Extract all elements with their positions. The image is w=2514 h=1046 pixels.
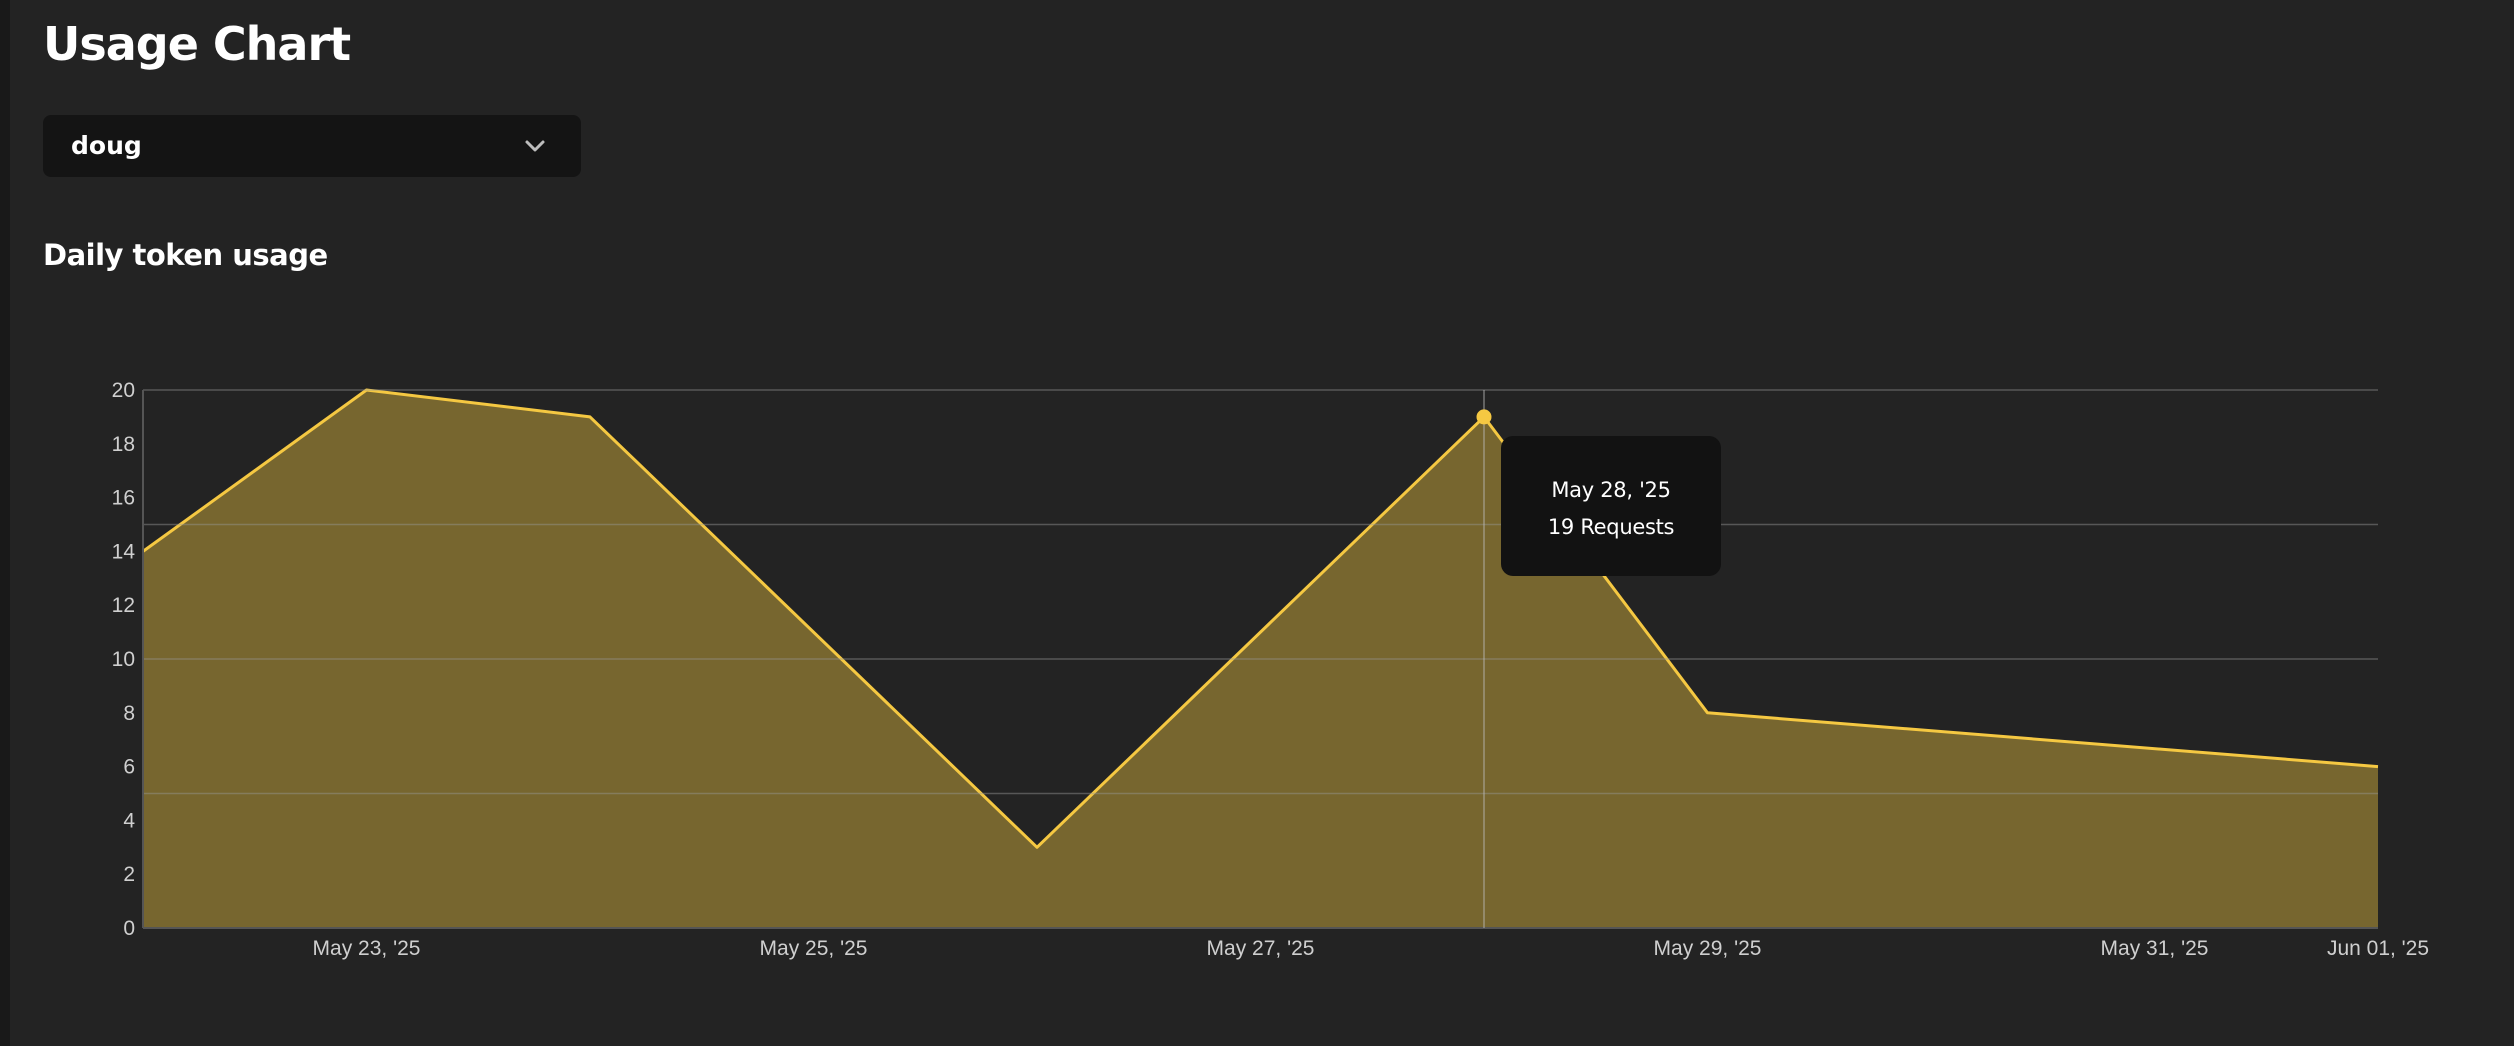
y-tick-label-6: 6 (123, 756, 135, 779)
highlighted-data-point (1476, 409, 1492, 425)
x-tick-label-0: May 23, '25 (313, 937, 421, 960)
y-tick-label-10: 10 (112, 648, 135, 671)
y-tick-label-4: 4 (123, 809, 135, 832)
y-tick-label-8: 8 (123, 702, 135, 725)
axis-labels: 0 2 4 6 8 10 12 14 16 18 20 May 23, '25 May 25, '25 M… (112, 379, 2429, 960)
user-select-value: doug (71, 131, 142, 160)
x-tick-label-5: Jun 01, '25 (2327, 937, 2429, 960)
chart-tooltip: May 28, '25 19 Requests (1501, 436, 1721, 576)
series-line (142, 388, 2379, 849)
x-tick-label-4: May 31, '25 (2101, 937, 2209, 960)
x-tick-label-1: May 25, '25 (760, 937, 868, 960)
y-tick-label-14: 14 (112, 540, 136, 563)
tooltip-date: May 28, '25 (1551, 478, 1671, 502)
area-layer (142, 388, 2379, 928)
y-tick-label-0: 0 (123, 917, 135, 940)
y-tick-label-20: 20 (112, 379, 135, 402)
y-tick-label-18: 18 (112, 433, 135, 456)
section-title: Daily token usage (43, 238, 328, 272)
user-select[interactable]: doug (43, 115, 581, 177)
page-title: Usage Chart (43, 17, 351, 71)
x-tick-label-2: May 27, '25 (1207, 937, 1315, 960)
grid-lines (143, 389, 2378, 795)
x-tick-label-3: May 29, '25 (1654, 937, 1762, 960)
axes (142, 390, 2378, 929)
hover-layer (1476, 390, 1492, 928)
y-tick-label-16: 16 (112, 487, 135, 510)
tooltip-value: 19 Requests (1547, 515, 1675, 539)
y-tick-label-2: 2 (123, 863, 135, 886)
chevron-down-icon (525, 140, 545, 152)
y-tick-label-12: 12 (112, 594, 135, 617)
